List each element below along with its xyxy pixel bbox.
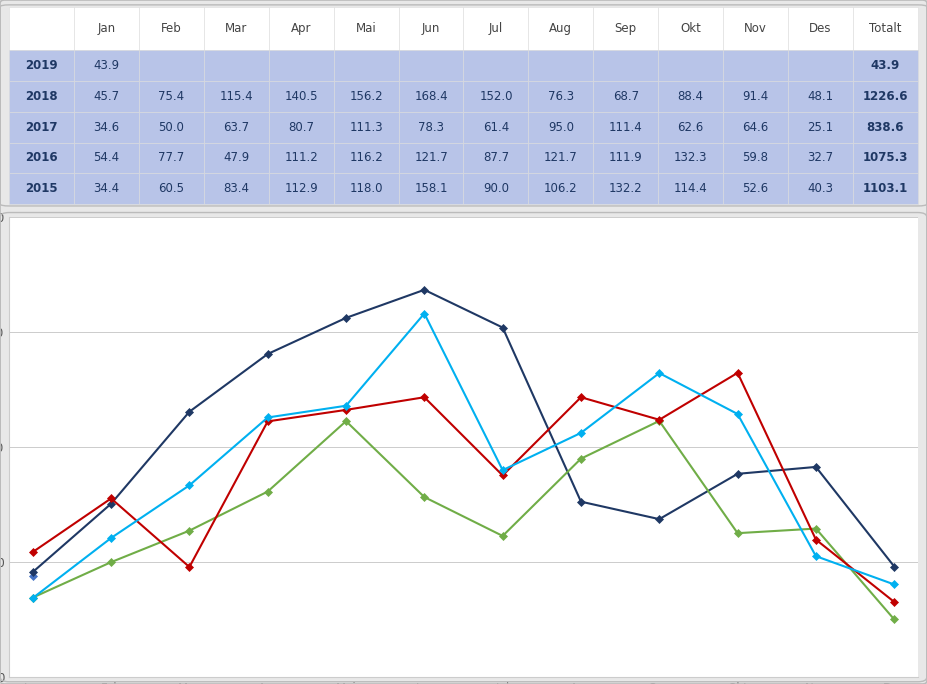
2015: [340, 402, 351, 410]
Line: 2015: 2015: [30, 311, 897, 601]
2018: [184, 408, 195, 416]
2018: [654, 515, 665, 523]
Line: 2017: 2017: [30, 418, 897, 622]
2017: [184, 527, 195, 535]
2018: [810, 463, 821, 471]
2017: [654, 417, 665, 425]
2016: [419, 393, 430, 402]
2016: [106, 495, 117, 503]
2018: [27, 568, 38, 576]
Line: 2016: 2016: [30, 370, 897, 605]
2018: [732, 470, 743, 478]
2017: [576, 455, 587, 463]
2016: [810, 536, 821, 544]
2017: [889, 616, 900, 624]
2015: [419, 309, 430, 317]
2018: [419, 286, 430, 294]
2015: [497, 466, 508, 474]
2017: [340, 417, 351, 425]
2015: [262, 413, 273, 421]
2016: [27, 548, 38, 556]
2017: [419, 493, 430, 501]
2017: [27, 594, 38, 602]
2017: [106, 558, 117, 566]
2015: [184, 482, 195, 490]
2018: [340, 314, 351, 322]
2018: [576, 497, 587, 505]
2015: [576, 429, 587, 437]
2015: [732, 410, 743, 418]
2015: [654, 369, 665, 377]
2016: [184, 563, 195, 571]
2018: [262, 350, 273, 358]
2016: [732, 369, 743, 377]
2015: [810, 552, 821, 560]
2017: [810, 525, 821, 533]
2016: [262, 417, 273, 425]
2018: [497, 324, 508, 332]
2018: [106, 499, 117, 508]
Line: 2018: 2018: [30, 287, 897, 575]
2016: [497, 471, 508, 479]
2017: [732, 529, 743, 537]
2016: [576, 393, 587, 402]
2017: [497, 532, 508, 540]
2018: [889, 562, 900, 570]
2017: [262, 488, 273, 496]
2016: [340, 406, 351, 414]
2015: [889, 580, 900, 588]
2016: [654, 416, 665, 424]
2015: [27, 594, 38, 602]
2016: [889, 598, 900, 606]
2015: [106, 534, 117, 542]
